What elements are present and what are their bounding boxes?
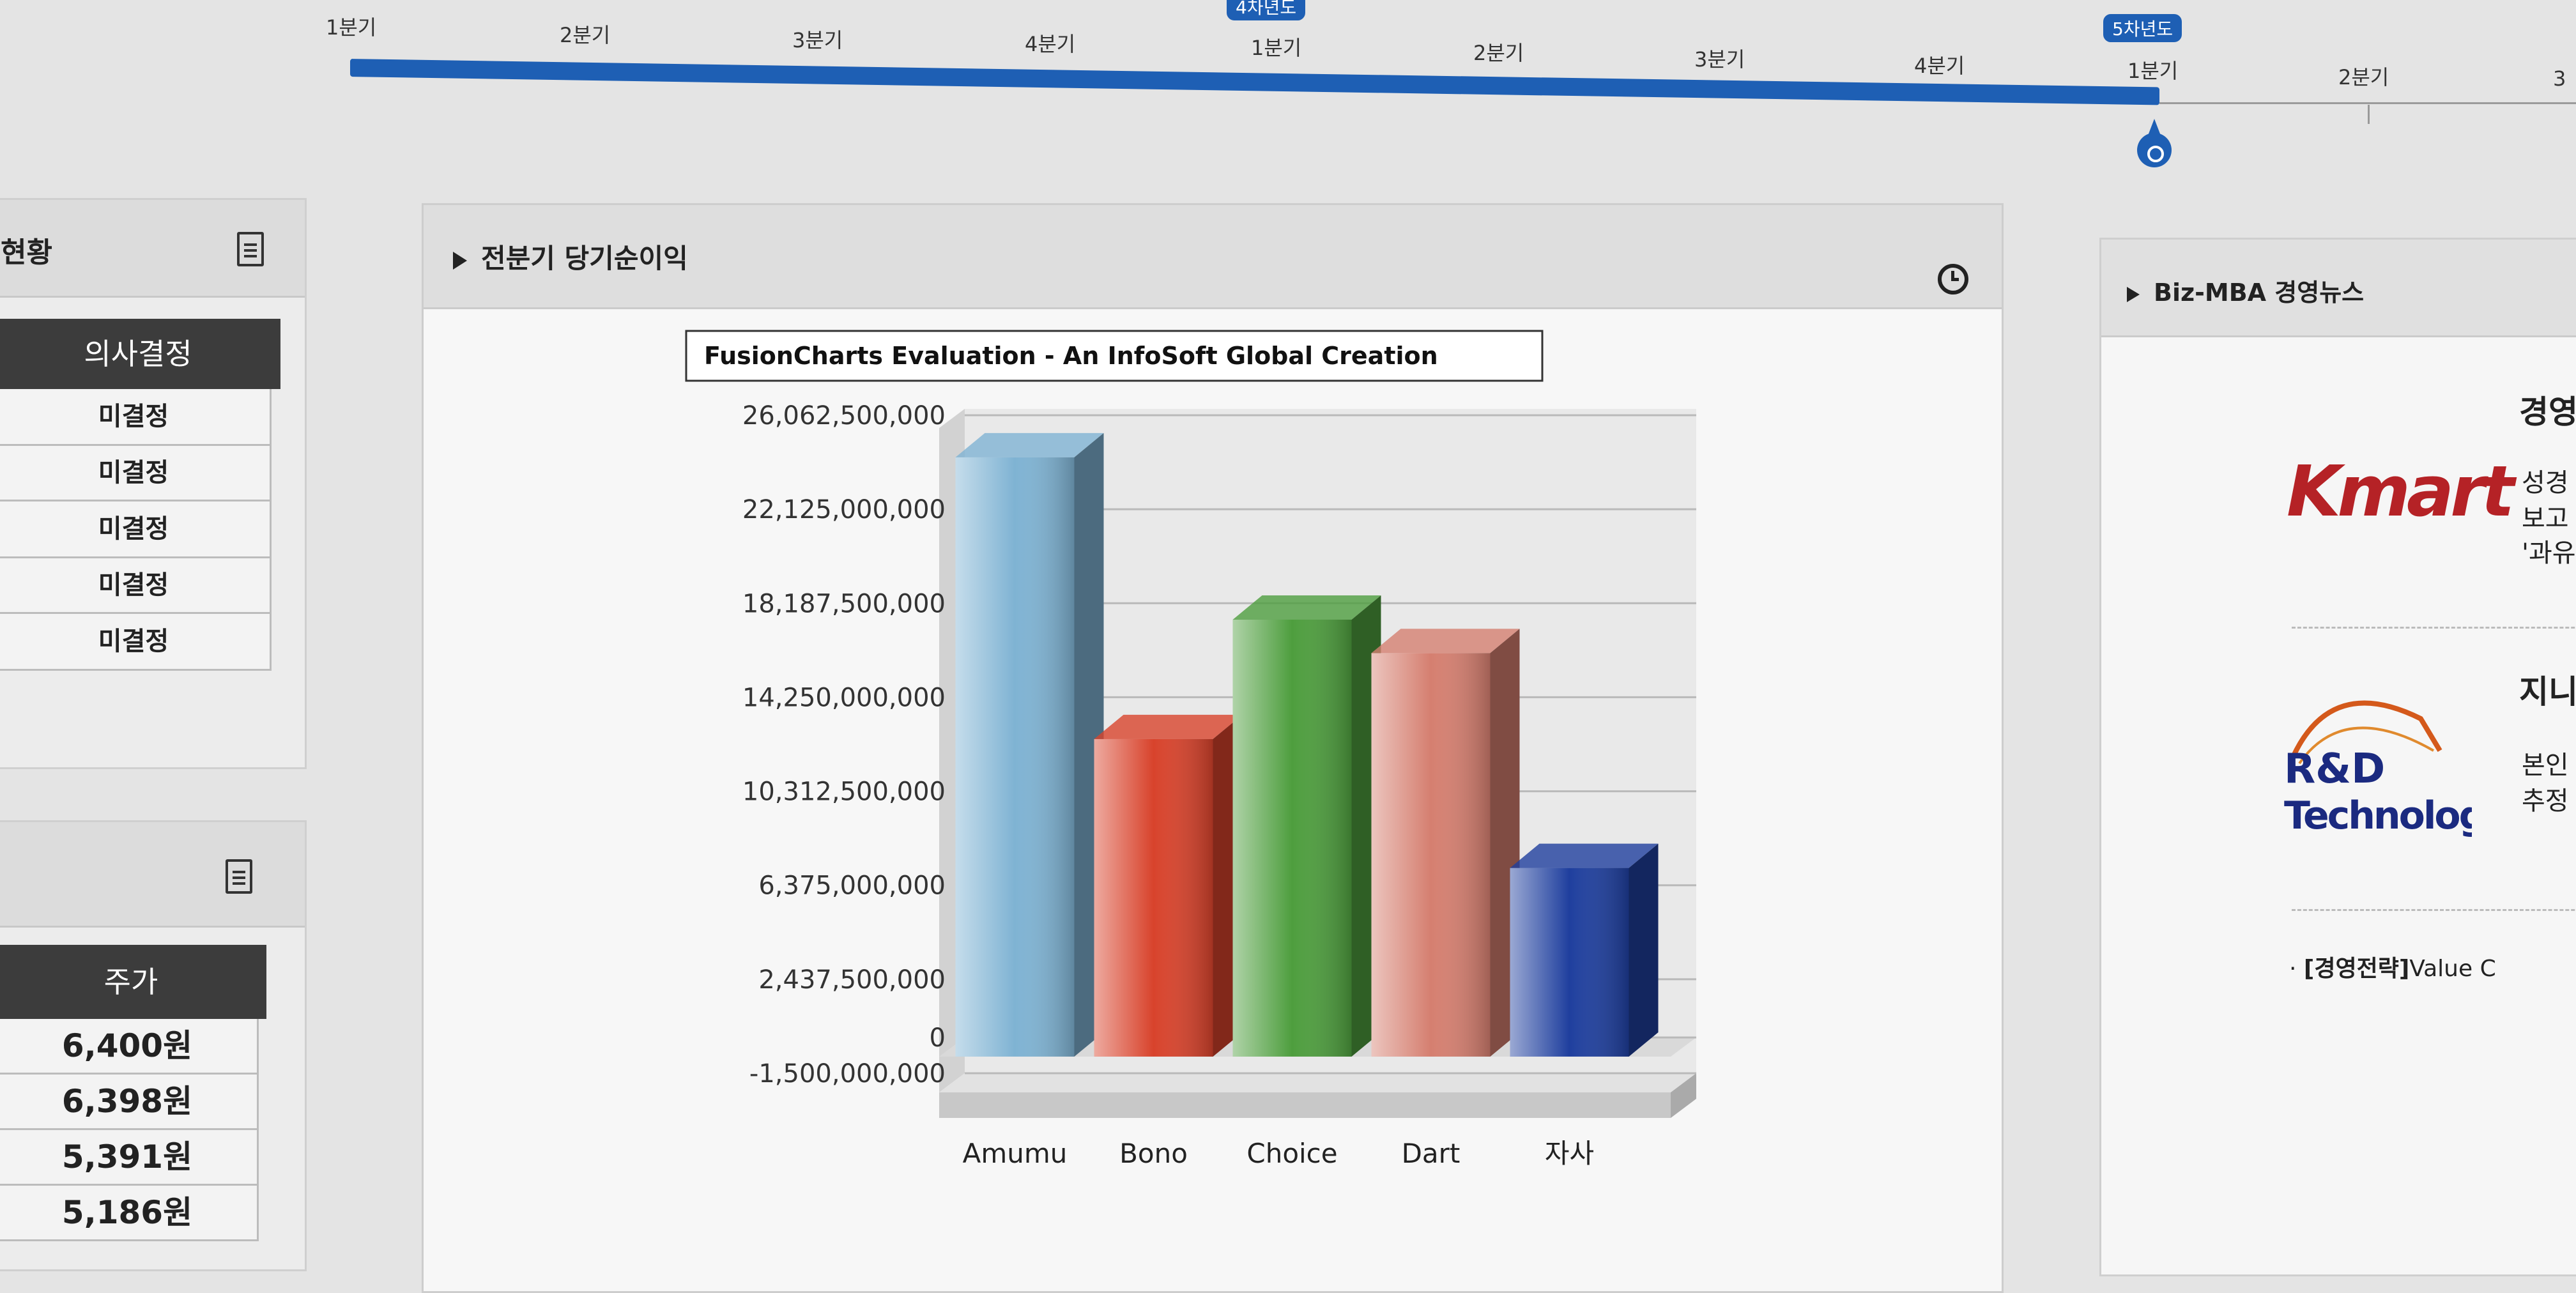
news-headline[interactable]: 경영 (2519, 394, 2576, 431)
timeline-label[interactable]: 1분기 (1251, 36, 1302, 60)
logo-line-2: Technology (2284, 793, 2472, 838)
bar-shade (1232, 619, 1352, 1057)
year-badge[interactable]: 4차년도 (1227, 0, 1306, 20)
chart-base-side (1671, 1073, 1696, 1118)
x-tick-label: Amumu (963, 1138, 1068, 1169)
x-tick-label: Dart (1402, 1138, 1460, 1169)
timeline-label[interactable]: 3 (2553, 66, 2566, 91)
stock-price-panel: 주가 6,400원 6,398원 5,391원 5,186원 (0, 820, 307, 1271)
news-panel: Biz-MBA 경영뉴스 Kmart 경영 성경 보고 '과유 R&D Tech… (2099, 238, 2576, 1276)
decision-cell: 미결정 (0, 389, 272, 446)
news-headline[interactable]: 지니 (2519, 673, 2576, 710)
timeline-label[interactable]: 1분기 (2128, 59, 2179, 83)
timeline-tick (2368, 105, 2370, 124)
year-badge[interactable]: 5차년도 (2103, 14, 2182, 42)
bar-side (1629, 843, 1659, 1057)
timeline-label[interactable]: 2분기 (2338, 65, 2389, 89)
x-axis: Amumu Bono Choice Dart 자사 (963, 1138, 1595, 1169)
news-snippet: '과유 (2522, 539, 2576, 568)
timeline-track (2159, 102, 2576, 104)
y-tick-label: 22,125,000,000 (742, 495, 946, 524)
kmart-logo: Kmart (2287, 450, 2515, 532)
triangle-icon (2127, 286, 2140, 302)
news-category: [경영전략] (2303, 956, 2410, 982)
panel-header (0, 822, 305, 928)
panel-header: 전분기 당기순이익 (424, 205, 2002, 309)
news-snippet: 본인 (2522, 751, 2569, 780)
triangle-icon (453, 251, 467, 270)
decision-cell: 미결정 (0, 614, 272, 671)
timeline-label[interactable]: 1분기 (326, 15, 377, 40)
rd-technology-logo: R&D Technology (2284, 700, 2472, 838)
current-position-marker[interactable] (2137, 119, 2172, 167)
y-tick-label: 18,187,500,000 (742, 589, 946, 618)
timeline-label[interactable]: 4분기 (1914, 54, 1965, 78)
panel-title: Biz-MBA 경영뉴스 (2127, 273, 2364, 308)
panel-header: 현황 (0, 200, 305, 298)
panel-title-text: 전분기 당기순이익 (481, 243, 688, 274)
y-tick-label: 14,250,000,000 (742, 683, 946, 712)
x-tick-label: Choice (1246, 1138, 1337, 1169)
y-tick-label: 6,375,000,000 (758, 871, 946, 901)
y-tick-label: -1,500,000,000 (749, 1059, 946, 1089)
stock-price-cell: 5,186원 (0, 1186, 259, 1241)
divider (2292, 909, 2576, 911)
stock-price-cell: 6,400원 (0, 1019, 259, 1075)
y-tick-label: 26,062,500,000 (742, 401, 946, 431)
stock-price-cell: 6,398원 (0, 1075, 259, 1130)
panel-title-text: Biz-MBA 경영뉴스 (2154, 279, 2365, 307)
panel-title: 전분기 당기순이익 (453, 237, 688, 276)
decision-status-panel: 현황 의사결정 미결정 미결정 미결정 미결정 미결정 (0, 198, 307, 769)
bar-top (1371, 629, 1520, 654)
panel-title: 현황 (1, 236, 52, 269)
x-tick-label: Bono (1119, 1138, 1188, 1169)
y-tick-label: 0 (930, 1023, 946, 1053)
panel-header: Biz-MBA 경영뉴스 (2101, 240, 2576, 337)
y-tick-label: 10,312,500,000 (742, 777, 946, 807)
net-income-chart: 26,062,500,000 22,125,000,000 18,187,500,0… (685, 330, 1696, 1169)
bar-top (1510, 843, 1659, 868)
bar-top (1232, 595, 1381, 620)
bar-shade (1371, 653, 1491, 1057)
decision-table-header: 의사결정 (0, 319, 280, 389)
document-icon[interactable] (226, 859, 252, 894)
timeline-label[interactable]: 2분기 (560, 23, 611, 47)
bar-shade (1094, 738, 1213, 1057)
bar-top (1094, 714, 1243, 739)
document-icon[interactable] (237, 232, 264, 266)
timeline-label[interactable]: 4분기 (1025, 32, 1076, 56)
decision-cell: 미결정 (0, 501, 272, 558)
decision-cell: 미결정 (0, 558, 272, 614)
timeline-label[interactable]: 3분기 (1694, 47, 1745, 72)
bar-top (955, 432, 1104, 457)
bar-shade (955, 457, 1075, 1057)
news-snippet: 성경 (2522, 468, 2569, 498)
timeline-label[interactable]: 3분기 (792, 28, 843, 52)
decision-cell: 미결정 (0, 446, 272, 501)
y-axis: 26,062,500,000 22,125,000,000 18,187,500,0… (742, 401, 946, 1089)
news-list-item[interactable]: · [경영전략]Value C (2289, 956, 2496, 982)
clock-icon[interactable] (1938, 264, 1968, 295)
logo-line-1: R&D (2284, 746, 2385, 793)
news-list-text[interactable]: Value C (2409, 956, 2496, 982)
divider (2292, 627, 2576, 629)
chart-base-front (939, 1092, 1671, 1118)
stock-table-header: 주가 (0, 945, 266, 1019)
news-snippet: 추정 (2522, 786, 2569, 816)
x-tick-label: 자사 (1545, 1138, 1594, 1169)
stock-price-cell: 5,391원 (0, 1130, 259, 1186)
watermark: FusionCharts Evaluation - An InfoSoft Gl… (685, 330, 1544, 382)
news-snippet: 보고 (2522, 504, 2569, 533)
bars (955, 432, 1659, 1057)
chart-base-top (939, 1073, 1696, 1092)
timeline-label[interactable]: 2분기 (1473, 41, 1524, 65)
watermark-text: FusionCharts Evaluation - An InfoSoft Gl… (704, 342, 1438, 370)
bar-shade (1510, 868, 1629, 1057)
y-tick-label: 2,437,500,000 (758, 965, 946, 995)
